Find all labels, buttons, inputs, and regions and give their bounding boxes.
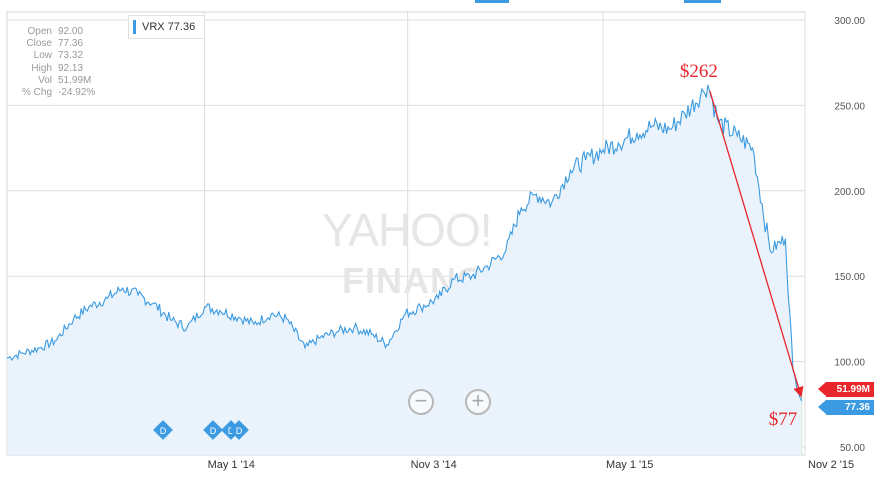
- dividend-diamond: [203, 420, 223, 440]
- drop-arrow: [709, 90, 804, 398]
- price-annotations: $262 $77: [680, 61, 804, 430]
- x-tick-label: May 1 '15: [606, 459, 653, 471]
- y-axis-labels: 50.00 100.00 150.00 200.00 250.00 300.00: [834, 16, 865, 454]
- price-area: [7, 84, 802, 456]
- y-tick-label: 250.00: [834, 101, 865, 112]
- ohlc-value: 92.13: [58, 62, 84, 74]
- zoom-out-button[interactable]: −: [408, 389, 434, 415]
- price-line: [6, 84, 803, 402]
- dividend-marker[interactable]: D: [229, 420, 249, 440]
- dividend-diamond: [153, 420, 173, 440]
- annotation-low: $77: [769, 409, 798, 430]
- ohlc-row: Open 92.00: [10, 26, 95, 38]
- y-tick-label: 200.00: [834, 187, 865, 198]
- ohlc-label: Close: [26, 38, 52, 50]
- ohlc-row: Low 73.32: [10, 50, 95, 62]
- dividend-label: D: [160, 426, 167, 436]
- x-tick-label: Nov 2 '15: [808, 459, 854, 471]
- ohlc-row: % Chg -24.92%: [10, 87, 95, 99]
- ohlc-value: 77.36: [58, 38, 84, 50]
- ohlc-value: 51.99M: [58, 74, 92, 86]
- dividend-markers: DDDD: [153, 420, 249, 440]
- annotation-high: $262: [680, 61, 718, 82]
- ohlc-value: 92.00: [58, 26, 84, 37]
- tab-indicator-1: [475, 0, 509, 3]
- y-tick-label: 150.00: [834, 272, 865, 283]
- volume-tag: 51.99M: [818, 382, 874, 397]
- watermark: YAHOO! FINANCE: [322, 204, 508, 301]
- y-tick-label: 100.00: [834, 358, 865, 369]
- y-tick-label: 300.00: [834, 16, 865, 27]
- dividend-label: D: [210, 426, 217, 436]
- x-axis-labels: May 1 '14 Nov 3 '14 May 1 '15 Nov 2 '15: [208, 459, 855, 471]
- ohlc-label: Open: [27, 26, 52, 37]
- ticker-label: VRX 77.36: [142, 21, 196, 33]
- ohlc-panel: Open 92.00 Close 77.36 Low 73.32 High 92.13 Vol 5…: [10, 26, 95, 99]
- series-swatch: [133, 20, 136, 34]
- ohlc-value: -24.92%: [58, 87, 96, 99]
- price-tag: 77.36: [818, 400, 874, 415]
- ohlc-label: High: [31, 62, 52, 74]
- ohlc-row: Close 77.36: [10, 38, 95, 50]
- y-tick-label: 50.00: [840, 443, 865, 454]
- ohlc-value: 73.32: [58, 50, 84, 62]
- ohlc-row: Vol 51.99M: [10, 75, 95, 87]
- tab-indicator-2: [684, 0, 721, 3]
- ticker-legend[interactable]: VRX 77.36: [128, 15, 205, 39]
- dividend-label: D: [236, 426, 243, 436]
- ohlc-label: Vol: [38, 74, 52, 86]
- dividend-marker[interactable]: D: [153, 420, 173, 440]
- ohlc-label: Low: [33, 50, 52, 62]
- watermark-line1: YAHOO!: [322, 204, 492, 256]
- zoom-in-button[interactable]: +: [465, 389, 491, 415]
- x-tick-label: May 1 '14: [208, 459, 255, 471]
- dividend-marker[interactable]: D: [203, 420, 223, 440]
- ohlc-row: High 92.13: [10, 63, 95, 75]
- dividend-diamond: [229, 420, 249, 440]
- ohlc-label: % Chg: [21, 87, 52, 99]
- x-tick-label: Nov 3 '14: [411, 459, 457, 471]
